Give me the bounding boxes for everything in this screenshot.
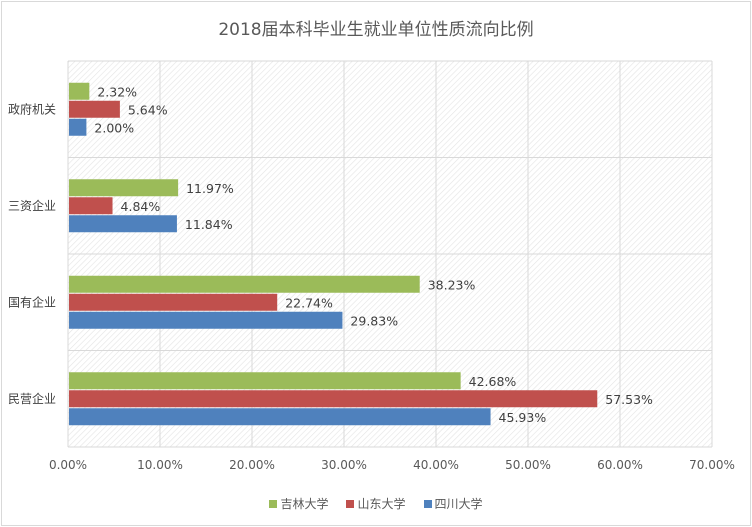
- category-label: 政府机关: [8, 101, 56, 116]
- category-label: 国有企业: [8, 294, 56, 309]
- x-tick-label: 0.00%: [49, 458, 87, 472]
- legend-swatch: [423, 499, 432, 508]
- x-tick-label: 20.00%: [229, 458, 275, 472]
- data-label: 4.84%: [121, 199, 161, 214]
- x-tick-label: 70.00%: [689, 458, 735, 472]
- data-label: 38.23%: [428, 277, 476, 292]
- bar: [69, 390, 598, 408]
- bar: [69, 197, 113, 215]
- bar: [69, 179, 179, 197]
- bar: [69, 275, 420, 293]
- data-label: 57.53%: [605, 392, 653, 407]
- legend-item: 山东大学: [346, 495, 406, 512]
- data-label: 29.83%: [350, 313, 398, 328]
- data-label: 5.64%: [128, 102, 168, 117]
- bar: [69, 215, 177, 233]
- x-tick-label: 50.00%: [505, 458, 551, 472]
- legend-swatch: [269, 499, 278, 508]
- category-label: 三资企业: [8, 198, 56, 213]
- bar: [69, 293, 278, 311]
- bar: [69, 372, 461, 390]
- x-tick-label: 40.00%: [413, 458, 459, 472]
- bar: [69, 311, 343, 329]
- bar: [69, 100, 120, 118]
- bar: [69, 118, 87, 136]
- data-label: 11.84%: [185, 217, 233, 232]
- data-label: 22.74%: [285, 295, 333, 310]
- data-label: 2.32%: [97, 84, 137, 99]
- x-tick-label: 30.00%: [321, 458, 367, 472]
- legend-swatch: [346, 499, 355, 508]
- legend-label: 四川大学: [434, 497, 483, 511]
- chart-title: 2018届本科毕业生就业单位性质流向比例: [218, 20, 534, 40]
- category-label: 民营企业: [8, 391, 56, 406]
- data-label: 11.97%: [186, 181, 234, 196]
- data-label: 2.00%: [94, 120, 134, 135]
- data-label: 45.93%: [499, 410, 547, 425]
- legend-item: 四川大学: [423, 495, 483, 512]
- legend-label: 山东大学: [357, 497, 406, 511]
- bar: [69, 408, 491, 426]
- bar: [69, 82, 90, 100]
- legend-item: 吉林大学: [269, 495, 328, 512]
- chart-legend: 吉林大学 山东大学 四川大学: [0, 495, 752, 512]
- legend-label: 吉林大学: [280, 497, 329, 511]
- x-tick-label: 10.00%: [137, 458, 183, 472]
- x-tick-label: 60.00%: [597, 458, 643, 472]
- data-label: 42.68%: [469, 374, 517, 389]
